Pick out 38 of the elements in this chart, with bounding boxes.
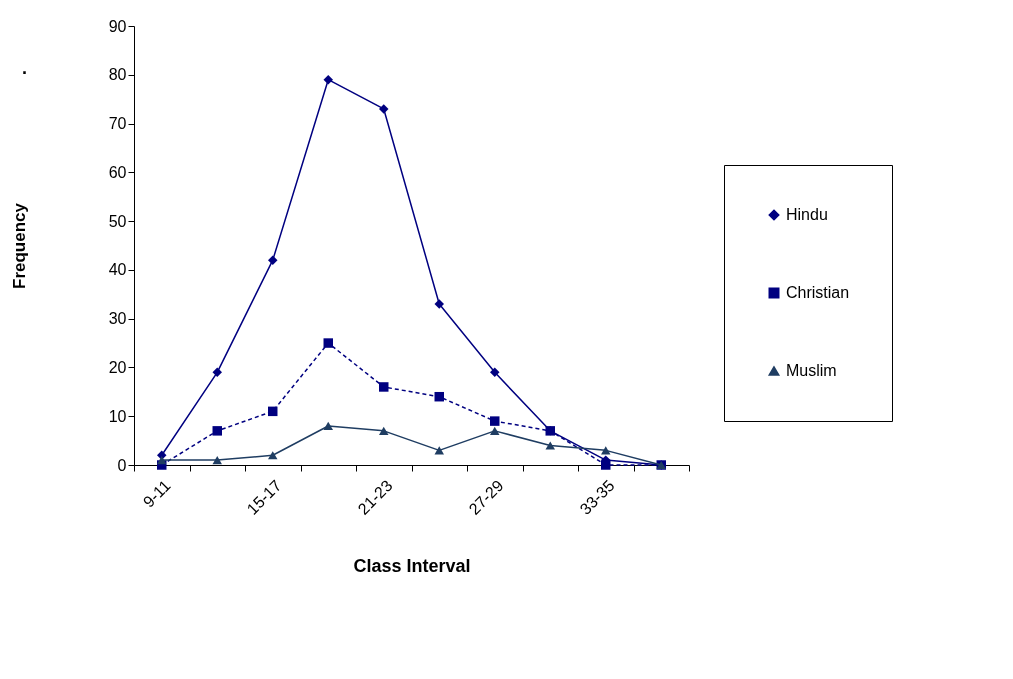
point xyxy=(434,391,444,402)
point xyxy=(601,460,611,470)
point xyxy=(157,456,167,465)
legend-label: Hindu xyxy=(786,206,828,223)
point xyxy=(490,416,500,426)
y-tick-label: 10 xyxy=(108,407,127,425)
point xyxy=(545,426,555,436)
y-tick-label: 90 xyxy=(108,17,127,35)
y-tick-label: 80 xyxy=(108,66,127,84)
point xyxy=(434,299,444,309)
x-axis-title: Class Interval xyxy=(353,555,471,576)
point xyxy=(545,441,555,450)
y-tick-label: 60 xyxy=(108,163,127,181)
x-tick-label: 9-11 xyxy=(139,476,174,511)
point xyxy=(323,74,333,85)
point xyxy=(212,367,222,378)
point xyxy=(323,421,333,431)
y-tick-label: 20 xyxy=(108,358,127,376)
point xyxy=(268,451,278,460)
y-tick-label: 50 xyxy=(108,212,127,230)
point xyxy=(490,367,500,378)
y-tick-label: 70 xyxy=(108,115,127,133)
point xyxy=(323,338,333,348)
y-tick-label: 30 xyxy=(108,310,127,328)
point xyxy=(379,426,389,435)
point xyxy=(268,255,278,265)
text: . xyxy=(22,58,28,79)
point xyxy=(268,406,278,417)
point xyxy=(379,382,389,392)
legend-label: Muslim xyxy=(786,362,837,379)
y-tick-label: 40 xyxy=(108,261,127,279)
point xyxy=(490,426,500,435)
point xyxy=(212,426,222,436)
legend-label: Christian xyxy=(786,284,850,301)
y-tick-label: 0 xyxy=(117,456,127,474)
y-axis-title: Frequency xyxy=(9,202,29,289)
point xyxy=(379,104,389,114)
point xyxy=(212,456,222,465)
